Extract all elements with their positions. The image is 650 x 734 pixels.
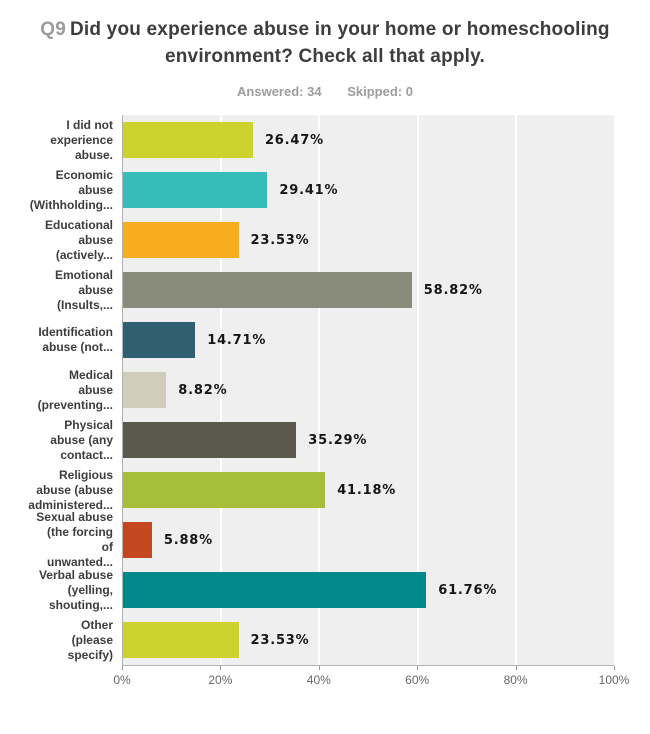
category-label: Economic abuse (Withholding... — [29, 167, 113, 212]
chart-row: 14.71% — [123, 315, 614, 365]
bar — [123, 372, 167, 408]
horizontal-bar-chart: I did not experience abuse. Economic abus… — [0, 115, 650, 666]
chart-row: 5.88% — [123, 515, 614, 565]
bar — [123, 472, 326, 508]
question-title: Q9 Did you experience abuse in your home … — [0, 16, 650, 70]
gridline — [514, 115, 517, 665]
category-label-cell: Educational abuse (actively... — [0, 215, 122, 265]
category-label-cell: Sexual abuse (the forcing of unwanted... — [0, 510, 122, 569]
bar — [123, 222, 239, 258]
bar — [123, 572, 427, 608]
category-label: I did not experience abuse. — [50, 117, 113, 162]
value-label: 35.29% — [308, 432, 368, 448]
axis-tick-label: 40% — [306, 673, 331, 687]
axis-tick-mark — [515, 666, 517, 670]
chart-row: 35.29% — [123, 415, 614, 465]
chart-row: 58.82% — [123, 265, 614, 315]
axis-tick-mark — [122, 666, 123, 670]
category-label: Emotional abuse (Insults,... — [54, 267, 113, 312]
bar — [123, 622, 239, 658]
category-label: Sexual abuse (the forcing of unwanted... — [36, 510, 113, 569]
axis-tick-label: 80% — [503, 673, 528, 687]
response-stats: Answered: 34 Skipped: 0 — [0, 84, 650, 99]
value-label: 61.76% — [438, 582, 498, 598]
bar — [123, 422, 297, 458]
category-label: Medical abuse (preventing... — [37, 367, 113, 412]
value-label: 14.71% — [207, 332, 267, 348]
question-number: Q9 — [40, 19, 66, 40]
value-label: 5.88% — [163, 532, 213, 548]
value-label: 23.53% — [250, 632, 310, 648]
axis-tick-mark — [318, 666, 320, 670]
category-label-cell: Religious abuse (abuse administered... — [0, 465, 122, 515]
plot-area: 26.47% 29.41% 23.53% 58.82% 14.71% 8.82% 35.29… — [122, 115, 614, 666]
axis-tick-label: 0% — [113, 673, 131, 687]
chart-row: 26.47% — [123, 115, 614, 165]
chart-row: 8.82% — [123, 365, 614, 415]
category-label: Educational abuse (actively... — [44, 217, 113, 262]
gridline — [318, 115, 321, 665]
bar — [123, 272, 412, 308]
category-label: Other (please specify) — [67, 617, 113, 662]
x-axis: 0% 20% 40% 60% 80% 100% — [113, 666, 629, 696]
value-label: 41.18% — [337, 482, 397, 498]
category-label-cell: Physical abuse (any contact... — [0, 415, 122, 465]
gridline — [416, 115, 419, 665]
axis-tick-label: 60% — [405, 673, 430, 687]
category-label-cell: Medical abuse (preventing... — [0, 365, 122, 415]
axis-tick-mark — [220, 666, 222, 670]
category-label-cell: Other (please specify) — [0, 615, 122, 665]
chart-row: 23.53% — [123, 215, 614, 265]
axis-tick-label: 20% — [208, 673, 233, 687]
bar — [123, 172, 268, 208]
category-label-cell: I did not experience abuse. — [0, 115, 122, 165]
chart-row: 41.18% — [123, 465, 614, 515]
chart-row: 61.76% — [123, 565, 614, 615]
category-label-cell: Verbal abuse (yelling, shouting,... — [0, 565, 122, 615]
bar — [123, 322, 196, 358]
axis-tick-mark — [417, 666, 419, 670]
question-text: Did you experience abuse in your home or… — [70, 19, 610, 67]
chart-row: 29.41% — [123, 165, 614, 215]
category-label: Identification abuse (not... — [38, 325, 113, 354]
value-label: 58.82% — [423, 282, 483, 298]
axis-tick-mark — [614, 666, 615, 670]
value-label: 23.53% — [250, 232, 310, 248]
category-label: Physical abuse (any contact... — [50, 417, 113, 462]
category-labels-column: I did not experience abuse. Economic abus… — [0, 115, 122, 666]
category-label-cell: Emotional abuse (Insults,... — [0, 265, 122, 315]
category-label: Verbal abuse (yelling, shouting,... — [38, 567, 113, 612]
bar — [123, 122, 253, 158]
skipped-count: Skipped: 0 — [347, 84, 413, 99]
category-label-cell: Identification abuse (not... — [0, 315, 122, 365]
value-label: 26.47% — [264, 132, 324, 148]
chart-row: 23.53% — [123, 615, 614, 665]
gridline — [220, 115, 223, 665]
axis-tick-label: 100% — [598, 673, 630, 687]
value-label: 29.41% — [279, 182, 339, 198]
category-label: Religious abuse (abuse administered... — [28, 467, 113, 512]
answered-count: Answered: 34 — [237, 84, 322, 99]
value-label: 8.82% — [178, 382, 228, 398]
bar — [123, 522, 152, 558]
category-label-cell: Economic abuse (Withholding... — [0, 165, 122, 215]
